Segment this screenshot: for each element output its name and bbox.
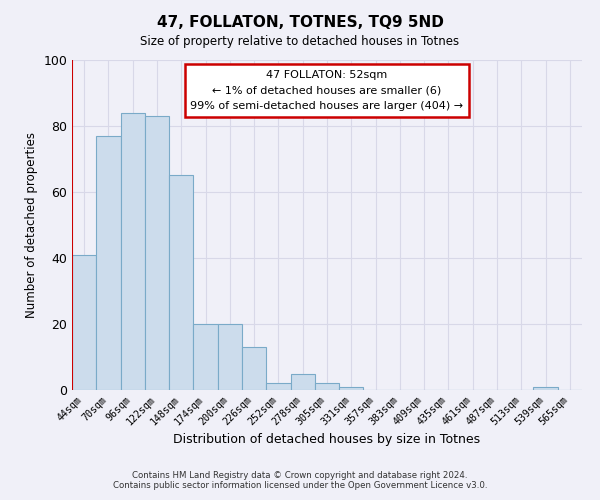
Text: 47, FOLLATON, TOTNES, TQ9 5ND: 47, FOLLATON, TOTNES, TQ9 5ND [157,15,443,30]
Bar [169,176,193,390]
Bar [533,386,558,390]
Bar [290,374,315,390]
Bar [242,347,266,390]
Bar [218,324,242,390]
Text: 47 FOLLATON: 52sqm
← 1% of detached houses are smaller (6)
99% of semi-detached : 47 FOLLATON: 52sqm ← 1% of detached hous… [190,70,464,111]
Bar [315,384,339,390]
Bar [339,386,364,390]
Y-axis label: Number of detached properties: Number of detached properties [25,132,38,318]
Bar [72,254,96,390]
X-axis label: Distribution of detached houses by size in Totnes: Distribution of detached houses by size … [173,433,481,446]
Text: Contains HM Land Registry data © Crown copyright and database right 2024.
Contai: Contains HM Land Registry data © Crown c… [113,470,487,490]
Bar [96,136,121,390]
Text: Size of property relative to detached houses in Totnes: Size of property relative to detached ho… [140,35,460,48]
Bar [193,324,218,390]
Bar [145,116,169,390]
Bar [266,384,290,390]
Bar [121,113,145,390]
